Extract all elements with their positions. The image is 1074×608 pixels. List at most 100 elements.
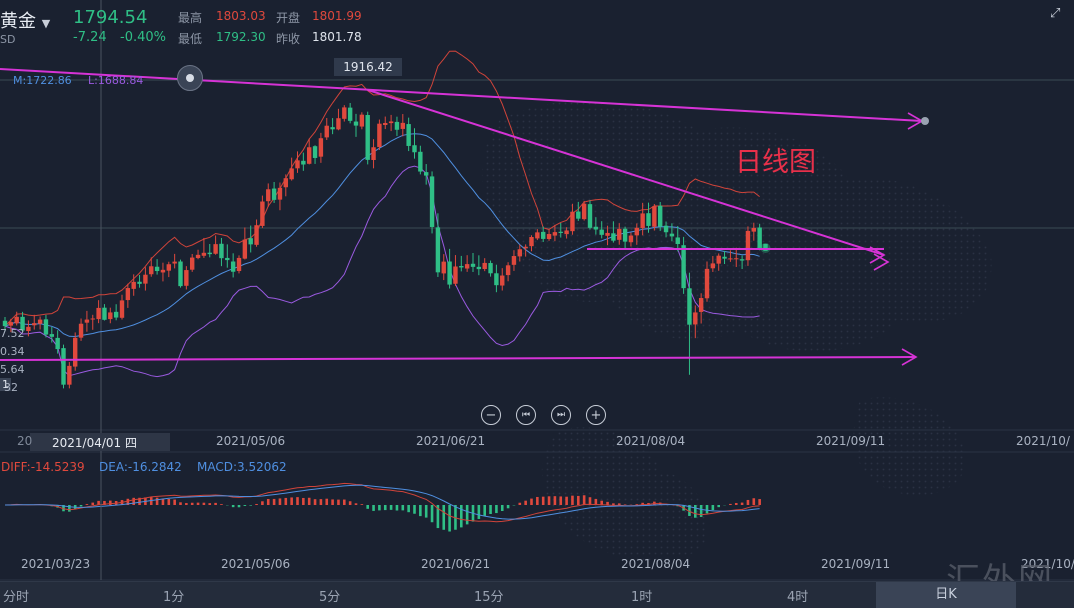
candle-body[interactable] [634,227,639,236]
candle-body[interactable] [365,115,370,160]
candle-body[interactable] [119,300,125,318]
candle-body[interactable] [640,213,645,229]
candle-body[interactable] [383,122,388,126]
candle-body[interactable] [739,259,745,261]
candle-body[interactable] [669,233,675,237]
tab-4hour[interactable]: 4时 [787,590,809,605]
candle-body[interactable] [207,252,212,255]
candle-body[interactable] [581,203,587,220]
candle-body[interactable] [476,266,482,270]
zoom-in-icon[interactable]: + [586,405,606,425]
candle-body[interactable] [535,232,540,239]
candle-body[interactable] [388,121,394,124]
candle-body[interactable] [195,254,201,259]
candle-body[interactable] [113,311,119,318]
candle-body[interactable] [55,337,60,350]
candle-body[interactable] [576,211,581,219]
candle-body[interactable] [166,264,171,271]
candle-body[interactable] [160,269,166,273]
candle-body[interactable] [324,125,329,138]
candle-body[interactable] [318,138,324,157]
candle-body[interactable] [184,270,189,286]
candle-body[interactable] [96,307,101,320]
candle-body[interactable] [342,107,347,119]
candle-body[interactable] [8,322,14,326]
candle-body[interactable] [464,264,470,269]
candle-body[interactable] [541,231,546,239]
candle-body[interactable] [429,176,435,227]
candle-body[interactable] [353,121,359,126]
candle-body[interactable] [78,323,84,338]
candle-body[interactable] [37,319,43,324]
candle-body[interactable] [248,238,253,245]
settings-dot-icon[interactable] [177,65,203,91]
tab-tick[interactable]: 分时 [3,590,30,605]
step-back-icon[interactable]: ⏮ [516,405,536,425]
candle-body[interactable] [447,261,452,285]
candle-body[interactable] [295,160,300,169]
candle-body[interactable] [599,229,604,235]
candle-body[interactable] [125,288,131,301]
candle-body[interactable] [517,249,522,257]
candle-body[interactable] [219,243,224,259]
candle-body[interactable] [412,145,417,153]
candle-body[interactable] [330,127,335,130]
candle-body[interactable] [570,211,575,232]
candle-body[interactable] [266,189,271,202]
candle-body[interactable] [546,234,552,240]
candle-body[interactable] [710,263,716,269]
candle-body[interactable] [734,258,739,260]
zoom-out-icon[interactable]: − [481,405,501,425]
candle-body[interactable] [611,233,616,241]
candle-body[interactable] [289,168,294,180]
candle-body[interactable] [213,244,218,254]
candle-body[interactable] [406,124,411,146]
candle-body[interactable] [488,263,493,274]
candle-body[interactable] [453,266,458,284]
candle-body[interactable] [394,121,400,130]
triangle-upper-line[interactable] [367,89,885,256]
candle-body[interactable] [26,326,31,331]
candle-body[interactable] [377,123,382,148]
trendlines[interactable] [0,68,929,366]
candle-body[interactable] [628,235,634,243]
candle-body[interactable] [283,178,288,188]
symbol-name[interactable]: 黄金 ▼ [0,11,51,32]
candle-body[interactable] [371,147,376,160]
candle-body[interactable] [271,188,277,200]
candle-body[interactable] [505,265,511,276]
dropdown-icon[interactable]: ▼ [41,17,51,30]
candle-body[interactable] [511,256,517,265]
candle-body[interactable] [43,319,49,335]
bottom-horizontal-line[interactable] [0,356,917,361]
candle-body[interactable] [435,227,441,273]
candle-body[interactable] [494,273,499,286]
candle-body[interactable] [154,266,160,272]
candle-body[interactable] [441,261,446,274]
candle-body[interactable] [49,334,54,337]
expand-icon[interactable]: ⤢ [1050,6,1061,21]
candle-body[interactable] [14,316,19,324]
candle-body[interactable] [172,261,177,264]
candle-body[interactable] [242,239,248,259]
candle-body[interactable] [84,319,90,323]
candle-body[interactable] [277,187,283,200]
candle-body[interactable] [61,348,66,385]
candle-body[interactable] [178,261,183,287]
candle-body[interactable] [652,206,657,227]
tab-5min[interactable]: 5分 [319,590,341,605]
candle-body[interactable] [500,275,505,286]
candle-body[interactable] [90,318,95,320]
candle-body[interactable] [675,237,680,245]
candle-body[interactable] [236,257,242,272]
candle-body[interactable] [587,204,593,228]
tab-1min[interactable]: 1分 [163,590,185,605]
candle-body[interactable] [470,263,476,267]
candle-body[interactable] [716,255,721,264]
macd-panel[interactable] [4,452,761,580]
candle-body[interactable] [605,232,610,236]
candle-body[interactable] [347,107,353,121]
candle-body[interactable] [230,261,236,272]
candle-body[interactable] [307,147,312,164]
candle-body[interactable] [558,231,563,233]
